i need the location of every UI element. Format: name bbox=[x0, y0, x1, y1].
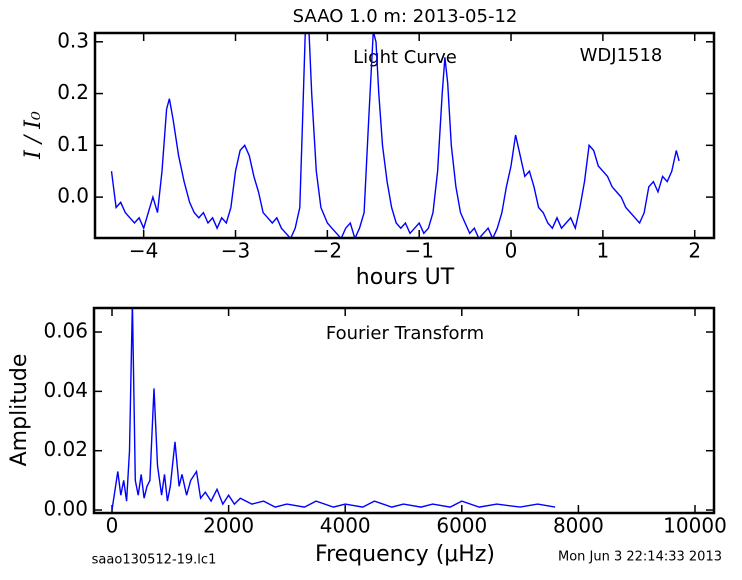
y-tick-label: 0.02 bbox=[43, 437, 88, 461]
footer-right: Mon Jun 3 22:14:33 2013 bbox=[558, 550, 722, 565]
x-tick-label: 10000 bbox=[663, 514, 727, 538]
y-tick-label: 0.0 bbox=[57, 184, 89, 208]
x-axis-label: hours UT bbox=[356, 265, 455, 290]
y-axis-label: Amplitude bbox=[7, 354, 32, 467]
data-line bbox=[110, 33, 680, 238]
footer-left: saao130512-19.lc1 bbox=[92, 553, 217, 568]
annotation: WDJ1518 bbox=[580, 45, 663, 66]
data-line bbox=[111, 308, 556, 511]
x-tick-label: −1 bbox=[404, 239, 433, 263]
x-tick-label: 2 bbox=[688, 239, 701, 263]
x-tick-label: 0 bbox=[505, 239, 518, 263]
x-tick-label: 6000 bbox=[436, 514, 487, 538]
chart-title: SAAO 1.0 m: 2013-05-12 bbox=[293, 6, 518, 27]
plot-frame bbox=[93, 31, 716, 240]
x-tick-label: −4 bbox=[129, 239, 158, 263]
x-tick-label: 4000 bbox=[320, 514, 371, 538]
x-tick-label: 1 bbox=[597, 239, 610, 263]
x-tick-label: −3 bbox=[221, 239, 250, 263]
y-tick-label: 0.00 bbox=[43, 497, 88, 521]
plot-frame bbox=[92, 306, 716, 515]
x-tick-label: −2 bbox=[313, 239, 342, 263]
y-tick-label: 0.06 bbox=[43, 319, 88, 343]
annotation: Fourier Transform bbox=[326, 323, 484, 344]
y-tick-label: 0.3 bbox=[57, 28, 89, 52]
x-axis-label: Frequency (μHz) bbox=[315, 542, 495, 567]
annotation: Light Curve bbox=[353, 47, 457, 68]
y-tick-label: 0.2 bbox=[57, 80, 89, 104]
y-tick-label: 0.1 bbox=[57, 132, 89, 156]
y-axis-label: I / I₀ bbox=[21, 111, 46, 160]
y-tick-label: 0.04 bbox=[43, 378, 88, 402]
x-tick-label: 8000 bbox=[553, 514, 604, 538]
x-tick-label: 0 bbox=[106, 514, 119, 538]
x-tick-label: 2000 bbox=[203, 514, 254, 538]
